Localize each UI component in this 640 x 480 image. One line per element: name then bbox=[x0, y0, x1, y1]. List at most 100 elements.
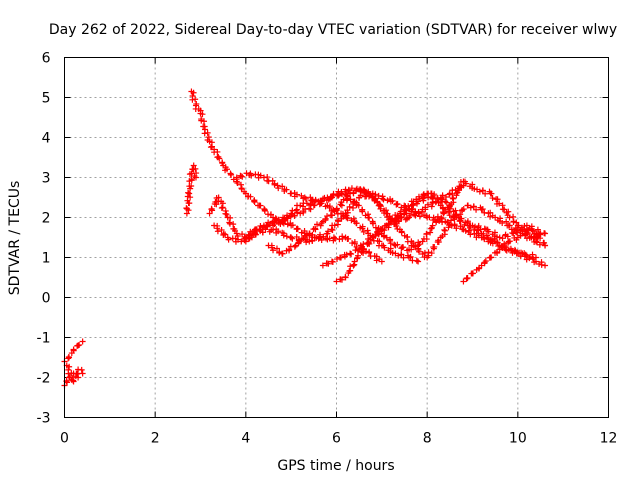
data-point bbox=[492, 214, 499, 221]
interpolated-point bbox=[368, 194, 375, 201]
interpolated-point bbox=[453, 225, 460, 232]
interpolated-point bbox=[347, 263, 354, 270]
interpolated-point bbox=[223, 166, 230, 173]
interpolated-point bbox=[350, 190, 357, 197]
interpolated-point bbox=[73, 370, 80, 377]
interpolated-point bbox=[517, 232, 524, 239]
interpolated-point bbox=[381, 244, 388, 251]
interpolated-point bbox=[416, 248, 423, 255]
interpolated-point bbox=[412, 243, 419, 250]
data-point bbox=[374, 198, 381, 205]
interpolated-point bbox=[199, 111, 206, 118]
interpolated-point bbox=[439, 192, 446, 199]
interpolated-point bbox=[488, 190, 495, 197]
interpolated-point bbox=[511, 246, 518, 253]
data-point bbox=[360, 186, 367, 193]
data-point bbox=[297, 202, 304, 209]
interpolated-point bbox=[357, 188, 364, 195]
interpolated-point bbox=[346, 203, 353, 210]
data-point bbox=[460, 278, 467, 285]
interpolated-point bbox=[415, 193, 422, 200]
interpolated-point bbox=[257, 172, 264, 179]
interpolated-point bbox=[237, 172, 244, 179]
interpolated-point bbox=[401, 206, 408, 213]
interpolated-point bbox=[212, 199, 219, 206]
interpolated-point bbox=[439, 219, 446, 226]
interpolated-point bbox=[257, 226, 264, 233]
interpolated-point bbox=[475, 265, 482, 272]
interpolated-point bbox=[205, 134, 212, 141]
data-point bbox=[192, 174, 199, 181]
interpolated-point bbox=[329, 258, 336, 265]
y-tick-label: 0 bbox=[42, 291, 51, 307]
y-tick-label: -1 bbox=[37, 331, 51, 347]
interpolated-point bbox=[300, 209, 307, 216]
data-point bbox=[338, 254, 345, 261]
interpolated-point bbox=[460, 206, 467, 213]
y-tick-label: -2 bbox=[37, 371, 51, 387]
interpolated-point bbox=[348, 251, 355, 258]
interpolated-point bbox=[315, 235, 322, 242]
interpolated-point bbox=[476, 188, 483, 195]
interpolated-point bbox=[480, 230, 487, 237]
interpolated-point bbox=[413, 257, 420, 264]
interpolated-point bbox=[416, 213, 423, 220]
interpolated-point bbox=[214, 225, 221, 232]
data-point bbox=[510, 230, 517, 237]
interpolated-point bbox=[225, 236, 232, 243]
interpolated-point bbox=[286, 247, 293, 254]
interpolated-point bbox=[201, 118, 208, 125]
interpolated-point bbox=[400, 244, 407, 251]
interpolated-point bbox=[340, 196, 347, 203]
interpolated-point bbox=[330, 234, 337, 241]
y-tick-label: 1 bbox=[42, 251, 51, 267]
data-point bbox=[532, 254, 539, 261]
interpolated-point bbox=[350, 215, 357, 222]
interpolated-point bbox=[389, 197, 396, 204]
interpolated-point bbox=[443, 194, 450, 201]
interpolated-point bbox=[184, 205, 191, 212]
interpolated-point bbox=[442, 206, 449, 213]
interpolated-point bbox=[314, 221, 321, 228]
interpolated-point bbox=[247, 193, 254, 200]
interpolated-point bbox=[427, 229, 434, 236]
interpolated-point bbox=[491, 235, 498, 242]
interpolated-point bbox=[76, 342, 83, 349]
interpolated-point bbox=[366, 214, 373, 221]
interpolated-point bbox=[395, 252, 402, 259]
interpolated-point bbox=[513, 250, 520, 257]
interpolated-point bbox=[431, 243, 438, 250]
interpolated-point bbox=[443, 199, 450, 206]
interpolated-point bbox=[330, 190, 337, 197]
x-tick-label: 2 bbox=[151, 431, 160, 447]
interpolated-point bbox=[372, 195, 379, 202]
interpolated-point bbox=[275, 228, 282, 235]
interpolated-point bbox=[289, 222, 296, 229]
interpolated-point bbox=[513, 229, 520, 236]
interpolated-point bbox=[324, 213, 331, 220]
interpolated-point bbox=[66, 363, 73, 370]
x-tick-label: 8 bbox=[423, 431, 432, 447]
data-point bbox=[206, 210, 213, 217]
interpolated-point bbox=[428, 225, 435, 232]
interpolated-point bbox=[186, 183, 193, 190]
interpolated-point bbox=[394, 201, 401, 208]
interpolated-point bbox=[339, 276, 346, 283]
interpolated-point bbox=[355, 252, 362, 259]
interpolated-point bbox=[294, 226, 301, 233]
data-point bbox=[233, 174, 240, 181]
interpolated-point bbox=[425, 190, 432, 197]
interpolated-point bbox=[364, 227, 371, 234]
interpolated-point bbox=[289, 235, 296, 242]
interpolated-point bbox=[384, 197, 391, 204]
interpolated-point bbox=[366, 248, 373, 255]
interpolated-point bbox=[312, 225, 319, 232]
interpolated-point bbox=[345, 235, 352, 242]
interpolated-point bbox=[276, 249, 283, 256]
interpolated-point bbox=[435, 237, 442, 244]
interpolated-point bbox=[222, 210, 229, 217]
interpolated-point bbox=[204, 129, 211, 136]
interpolated-point bbox=[239, 173, 246, 180]
data-point bbox=[288, 234, 295, 241]
interpolated-point bbox=[380, 196, 387, 203]
